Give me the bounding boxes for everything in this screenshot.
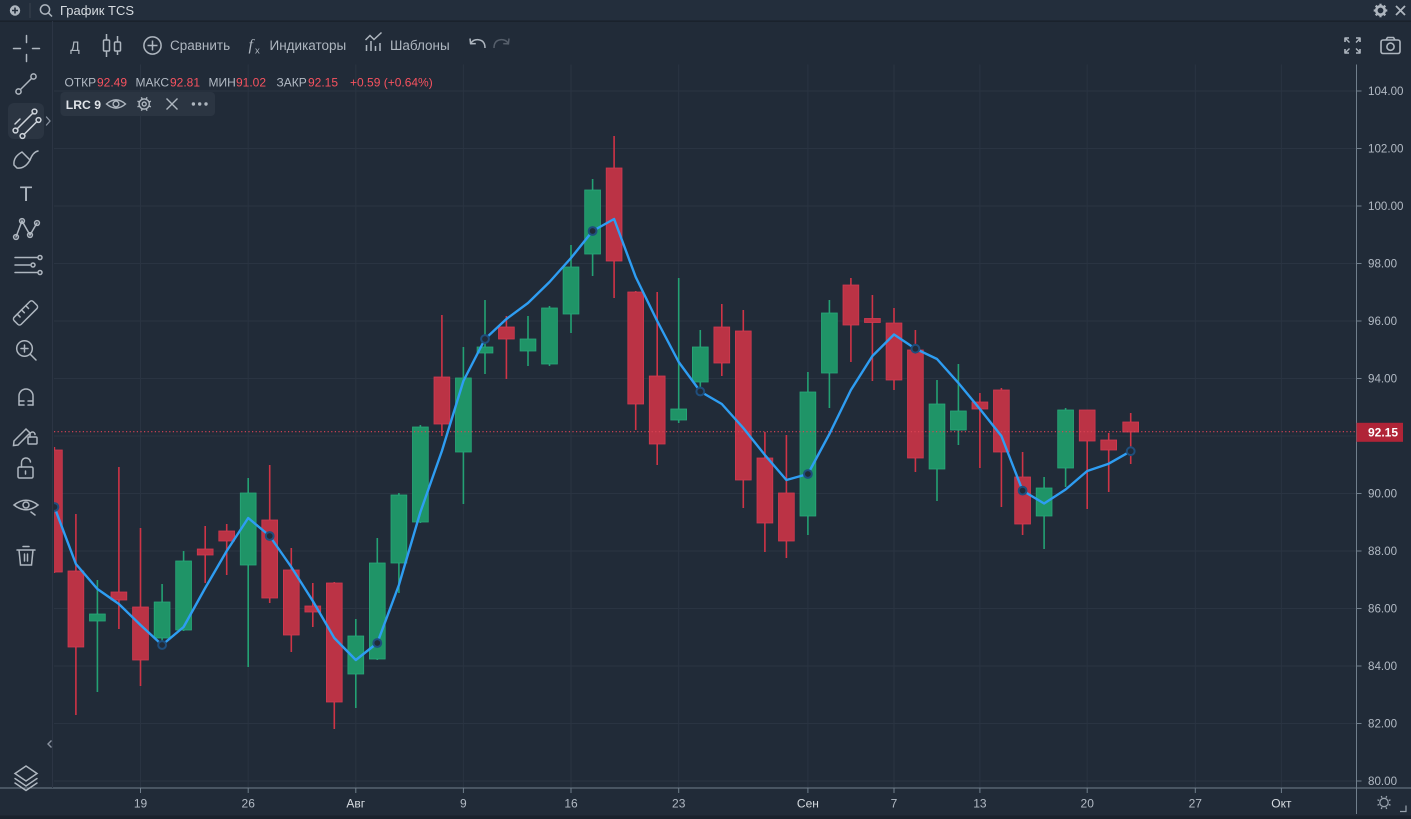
svg-text:T: T [20, 183, 33, 206]
svg-text:Шаблоны: Шаблоны [390, 38, 450, 53]
svg-text:27: 27 [1189, 797, 1203, 811]
svg-text:9: 9 [460, 797, 467, 811]
svg-text:LRC 9: LRC 9 [66, 98, 101, 112]
svg-text:ОТКР: ОТКР [65, 76, 97, 90]
svg-text:88.00: 88.00 [1368, 545, 1397, 558]
svg-text:92.15: 92.15 [1368, 426, 1398, 440]
svg-text:23: 23 [672, 797, 686, 811]
svg-text:86.00: 86.00 [1368, 603, 1397, 616]
svg-text:Д: Д [70, 38, 80, 54]
svg-text:МАКС: МАКС [136, 76, 170, 90]
svg-text:ЗАКР: ЗАКР [277, 76, 307, 90]
svg-text:Индикаторы: Индикаторы [270, 38, 347, 53]
svg-text:+0.59 (+0.64%): +0.59 (+0.64%) [350, 76, 433, 90]
svg-text:98.00: 98.00 [1368, 258, 1397, 271]
svg-text:f: f [249, 37, 256, 54]
svg-text:x: x [255, 46, 260, 57]
svg-text:МИН: МИН [209, 76, 236, 90]
svg-text:100.00: 100.00 [1368, 200, 1403, 213]
svg-text:90.00: 90.00 [1368, 488, 1397, 501]
svg-text:92.15: 92.15 [308, 76, 338, 90]
svg-text:19: 19 [134, 797, 148, 811]
svg-text:102.00: 102.00 [1368, 143, 1403, 156]
svg-text:94.00: 94.00 [1368, 373, 1397, 386]
svg-text:80.00: 80.00 [1368, 775, 1397, 788]
svg-text:104.00: 104.00 [1368, 85, 1403, 98]
svg-text:Окт: Окт [1271, 797, 1292, 811]
svg-text:84.00: 84.00 [1368, 660, 1397, 673]
svg-text:16: 16 [564, 797, 578, 811]
svg-text:Сен: Сен [797, 797, 819, 811]
svg-text:92.81: 92.81 [170, 76, 200, 90]
svg-text:График TCS: График TCS [60, 3, 134, 18]
svg-text:13: 13 [973, 797, 987, 811]
svg-text:92.49: 92.49 [97, 76, 127, 90]
svg-text:20: 20 [1081, 797, 1095, 811]
svg-text:7: 7 [891, 797, 898, 811]
svg-text:91.02: 91.02 [236, 76, 266, 90]
svg-text:26: 26 [242, 797, 256, 811]
svg-text:82.00: 82.00 [1368, 718, 1397, 731]
svg-text:Сравнить: Сравнить [170, 38, 230, 53]
svg-text:96.00: 96.00 [1368, 315, 1397, 328]
svg-text:Авг: Авг [346, 797, 365, 811]
